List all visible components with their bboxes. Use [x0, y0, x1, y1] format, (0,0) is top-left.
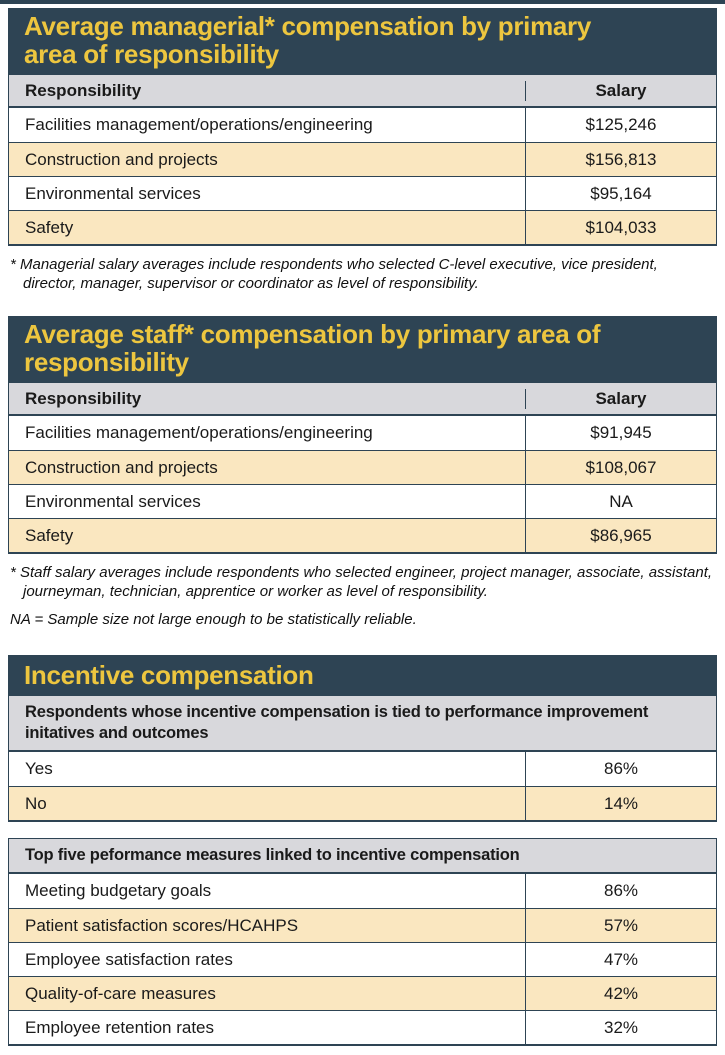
row-label: Employee satisfaction rates — [25, 949, 233, 969]
table-row: No 14% — [9, 786, 716, 820]
row-label: Environmental services — [25, 491, 201, 511]
na-footnote: NA = Sample size not large enough to be … — [10, 611, 417, 628]
spacer — [8, 293, 717, 316]
row-value: NA — [525, 485, 716, 518]
row-value: $156,813 — [525, 143, 716, 176]
row-value: 14% — [525, 787, 716, 820]
row-label: Employee retention rates — [25, 1017, 214, 1037]
content: Average managerial* compensation by prim… — [0, 8, 725, 1046]
table-row: Quality-of-care measures 42% — [9, 976, 716, 1010]
row-value: 86% — [525, 874, 716, 908]
table-row: Construction and projects $108,067 — [9, 450, 716, 484]
staff-table-body: Responsibility Salary Facilities managem… — [8, 383, 717, 554]
row-label: Construction and projects — [25, 457, 218, 477]
managerial-title-band: Average managerial* compensation by prim… — [8, 8, 717, 75]
table-row: Construction and projects $156,813 — [9, 142, 716, 176]
table-row: Yes 86% — [9, 752, 716, 786]
incentive-compensation-table: Incentive compensation Respondents whose… — [8, 655, 717, 1046]
row-label: Safety — [25, 525, 74, 545]
managerial-compensation-table: Average managerial* compensation by prim… — [8, 8, 717, 293]
staff-compensation-table: Average staff* compensation by primary a… — [8, 316, 717, 629]
table-row: Employee retention rates 32% — [9, 1010, 716, 1044]
table-row: Environmental services NA — [9, 484, 716, 518]
incentive-section-header: Respondents whose incentive compensation… — [9, 696, 716, 752]
column-header-salary: Salary — [525, 388, 716, 409]
column-header-salary: Salary — [525, 80, 716, 101]
incentive-section-top-five-measures: Top five peformance measures linked to i… — [8, 838, 717, 1046]
table-row: Facilities management/operations/enginee… — [9, 416, 716, 450]
spacer — [8, 629, 717, 655]
table-row: Safety $104,033 — [9, 210, 716, 244]
managerial-footnote: * Managerial salary averages include res… — [10, 256, 658, 292]
row-label: No — [25, 793, 47, 813]
row-label: Facilities management/operations/enginee… — [25, 115, 373, 134]
table-row: Patient satisfaction scores/HCAHPS 57% — [9, 908, 716, 942]
row-value: $125,246 — [525, 108, 716, 142]
row-value: $95,164 — [525, 177, 716, 210]
row-value: $108,067 — [525, 451, 716, 484]
row-label: Environmental services — [25, 183, 201, 203]
incentive-table-title: Incentive compensation — [24, 660, 314, 690]
staff-footnote: * Staff salary averages include responde… — [10, 564, 713, 600]
row-value: 57% — [525, 909, 716, 942]
row-value: $86,965 — [525, 519, 716, 552]
row-label: Meeting budgetary goals — [25, 881, 212, 900]
row-label: Quality-of-care measures — [25, 983, 216, 1003]
column-header-responsibility: Responsibility — [25, 80, 142, 100]
row-label: Yes — [25, 759, 53, 778]
row-value: $91,945 — [525, 416, 716, 450]
managerial-table-title: Average managerial* compensation by prim… — [24, 11, 592, 69]
incentive-section-header: Top five peformance measures linked to i… — [9, 839, 716, 874]
staff-title-band: Average staff* compensation by primary a… — [8, 316, 717, 383]
row-value: $104,033 — [525, 211, 716, 244]
top-edge-strip — [0, 0, 725, 4]
managerial-table-body: Responsibility Salary Facilities managem… — [8, 75, 717, 246]
table-row: Facilities management/operations/enginee… — [9, 108, 716, 142]
row-label: Safety — [25, 217, 74, 237]
row-value: 86% — [525, 752, 716, 786]
managerial-column-header-row: Responsibility Salary — [9, 75, 716, 108]
staff-table-title: Average staff* compensation by primary a… — [24, 319, 601, 377]
table-row: Safety $86,965 — [9, 518, 716, 552]
table-row: Employee satisfaction rates 47% — [9, 942, 716, 976]
row-value: 47% — [525, 943, 716, 976]
table-row: Environmental services $95,164 — [9, 176, 716, 210]
incentive-title-band: Incentive compensation — [8, 655, 717, 696]
row-value: 32% — [525, 1011, 716, 1044]
row-label: Patient satisfaction scores/HCAHPS — [25, 915, 299, 935]
row-value: 42% — [525, 977, 716, 1010]
spacer — [8, 822, 717, 838]
column-header-responsibility: Responsibility — [25, 388, 142, 408]
staff-column-header-row: Responsibility Salary — [9, 383, 716, 416]
table-row: Meeting budgetary goals 86% — [9, 874, 716, 908]
incentive-section-tied-to-performance: Respondents whose incentive compensation… — [8, 696, 717, 822]
row-label: Construction and projects — [25, 149, 218, 169]
row-label: Facilities management/operations/enginee… — [25, 423, 373, 442]
